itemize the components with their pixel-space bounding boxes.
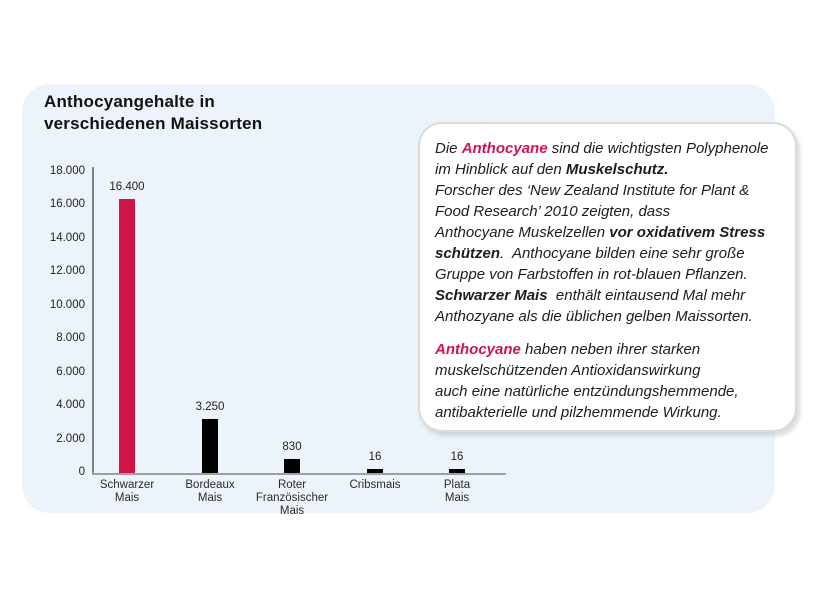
y-axis-tick-label: 6.000 <box>56 366 85 378</box>
body-text: haben neben ihrer starken muskelschützen… <box>435 341 739 421</box>
y-axis-tick-label: 2.000 <box>56 433 85 445</box>
y-axis-tick-label: 14.000 <box>49 232 85 244</box>
bar-value-label: 16.400 <box>109 181 145 193</box>
bar-cribsmais <box>367 469 383 473</box>
x-axis-label: Roter Französischer Mais <box>255 479 329 517</box>
info-text-box: Die Anthocyane sind die wichtigsten Poly… <box>418 122 797 432</box>
x-axis-label: Schwarzer Mais <box>99 479 155 504</box>
accent-text: Anthocyane <box>461 140 548 157</box>
y-axis-tick-label: 10.000 <box>49 299 85 311</box>
y-axis-tick-label: 16.000 <box>49 198 85 210</box>
y-axis-tick-label: 4.000 <box>56 399 85 411</box>
y-axis-tick-label: 12.000 <box>49 265 85 277</box>
y-axis-tick-label: 8.000 <box>56 332 85 344</box>
bar-schwarzer <box>119 199 135 473</box>
bar-value-label: 3.250 <box>195 401 225 413</box>
x-axis-label: Bordeaux Mais <box>185 479 235 504</box>
bold-text: Schwarzer Mais <box>435 287 548 304</box>
body-text: Forscher des ‘New Zealand Institute for … <box>435 182 750 241</box>
bar-value-label: 16 <box>450 451 464 463</box>
bar-roter <box>284 459 300 473</box>
body-text: enthält eintausend Mal mehr Anthozyane a… <box>435 287 753 325</box>
bar-plata <box>449 469 465 473</box>
accent-text: Anthocyane <box>435 341 521 358</box>
x-axis-line <box>92 473 506 475</box>
chart-title: Anthocyangehalte in verschiedenen Maisso… <box>44 92 263 133</box>
y-axis-tick-label: 18.000 <box>49 165 85 177</box>
info-paragraph: Anthocyane haben neben ihrer starken mus… <box>435 339 783 423</box>
bar-bordeaux <box>202 419 218 473</box>
body-text: Die <box>435 140 462 157</box>
body-text: . Anthocyane bilden eine sehr große Grup… <box>435 245 748 283</box>
y-axis-tick-label: 0 <box>78 466 85 478</box>
bar-value-label: 830 <box>282 441 302 453</box>
bar-value-label: 16 <box>368 451 382 463</box>
info-paragraph: Die Anthocyane sind die wichtigsten Poly… <box>435 138 783 327</box>
body-text: sind die wichtigsten Polyphenole im Hinb… <box>435 140 769 178</box>
x-axis-label: Cribsmais <box>349 479 401 491</box>
y-axis-line <box>92 167 94 475</box>
info-paragraphs: Die Anthocyane sind die wichtigsten Poly… <box>435 138 783 423</box>
bold-text: Muskelschutz. <box>565 161 669 178</box>
x-axis-label: Plata Mais <box>443 479 471 504</box>
bold-text: vor oxidativem Stress schützen <box>435 224 766 262</box>
